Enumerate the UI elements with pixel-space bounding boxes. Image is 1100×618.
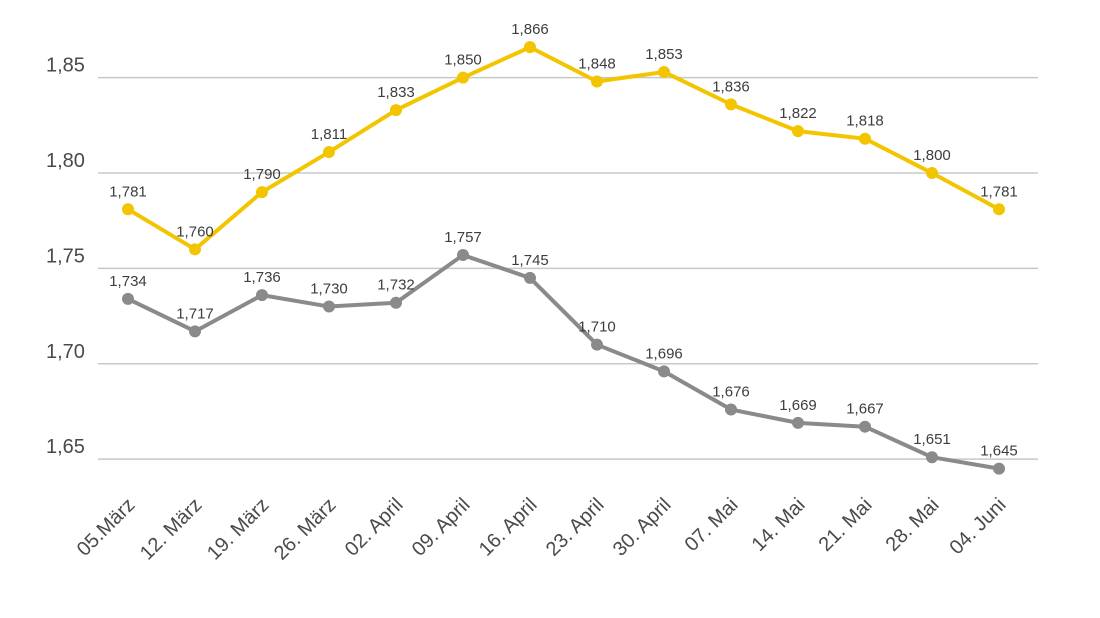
data-label: 1,734	[109, 273, 147, 290]
data-point	[122, 203, 134, 216]
data-label: 1,732	[377, 277, 415, 294]
x-tick-label: 05.März	[73, 494, 140, 561]
y-tick-label: 1,80	[46, 150, 85, 172]
data-label: 1,811	[311, 126, 347, 143]
data-point	[323, 300, 335, 313]
x-tick-label: 23. April	[542, 494, 609, 561]
x-tick-label: 04. Juni	[945, 494, 1010, 559]
data-point	[390, 104, 402, 117]
x-tick-label: 02. April	[341, 494, 408, 561]
data-label: 1,781	[980, 183, 1018, 200]
data-label: 1,848	[578, 55, 616, 72]
data-label: 1,651	[913, 431, 951, 448]
data-point	[926, 167, 938, 180]
data-label: 1,866	[511, 21, 549, 38]
data-label: 1,853	[645, 46, 683, 63]
data-label: 1,717	[176, 305, 214, 322]
data-point	[859, 420, 871, 433]
x-tick-label: 19. März	[203, 494, 274, 565]
data-label: 1,667	[846, 401, 884, 418]
data-label: 1,669	[779, 397, 817, 414]
x-tick-label: 14. Mai	[748, 494, 810, 556]
series-line	[126, 45, 1001, 252]
y-axis: 1,65 1,70 1,75 1,80 1,85	[46, 55, 85, 458]
data-label: 1,836	[712, 78, 750, 95]
x-tick-label: 16. April	[475, 494, 542, 561]
data-point	[390, 296, 402, 309]
data-label: 1,781	[109, 183, 147, 200]
x-tick-label: 07. Mai	[681, 494, 743, 556]
x-tick-label: 30. April	[609, 494, 676, 561]
data-label: 1,696	[645, 345, 683, 362]
data-point	[189, 325, 201, 338]
data-label: 1,736	[243, 269, 281, 286]
series-layer	[122, 41, 1005, 475]
x-tick-label: 09. April	[408, 494, 475, 561]
data-label: 1,676	[712, 384, 750, 401]
x-tick-label: 28. Mai	[882, 494, 944, 556]
data-point	[122, 292, 134, 305]
x-tick-label: 26. März	[270, 494, 341, 565]
y-tick-label: 1,70	[46, 341, 85, 363]
y-tick-label: 1,85	[46, 55, 85, 77]
data-point	[256, 186, 268, 199]
data-point	[926, 451, 938, 464]
data-label: 1,790	[243, 166, 281, 183]
series-line	[126, 253, 1001, 471]
grid-layer	[98, 76, 1038, 460]
y-tick-label: 1,65	[46, 436, 85, 458]
data-point	[725, 98, 737, 111]
x-tick-label: 21. Mai	[815, 494, 877, 556]
data-label: 1,833	[377, 84, 415, 101]
data-point	[524, 41, 536, 54]
data-label: 1,800	[913, 147, 951, 164]
y-tick-label: 1,75	[46, 245, 85, 267]
data-point	[524, 271, 536, 284]
data-label: 1,710	[578, 319, 616, 336]
data-point	[993, 462, 1005, 475]
data-point	[591, 75, 603, 88]
data-label: 1,818	[846, 113, 884, 130]
data-point	[256, 289, 268, 302]
data-label: 1,757	[444, 229, 482, 246]
data-point	[658, 365, 670, 378]
data-point	[725, 403, 737, 416]
data-point	[859, 132, 871, 145]
data-label: 1,730	[310, 281, 348, 298]
data-label: 1,760	[176, 223, 214, 240]
data-point	[792, 125, 804, 138]
data-point	[658, 65, 670, 78]
data-point	[591, 338, 603, 351]
data-point	[993, 203, 1005, 216]
data-label: 1,645	[980, 443, 1018, 460]
data-point	[457, 71, 469, 84]
data-label: 1,745	[511, 252, 549, 269]
data-point	[457, 249, 469, 262]
x-tick-label: 12. März	[136, 494, 207, 565]
data-label: 1,850	[444, 52, 482, 69]
data-label: 1,822	[779, 105, 817, 122]
data-point	[189, 243, 201, 256]
data-point	[792, 416, 804, 429]
data-point	[323, 146, 335, 159]
data-labels: 1,781 1,760 1,790 1,811 1,833 1,850 1,866 1,848…	[109, 21, 1018, 459]
